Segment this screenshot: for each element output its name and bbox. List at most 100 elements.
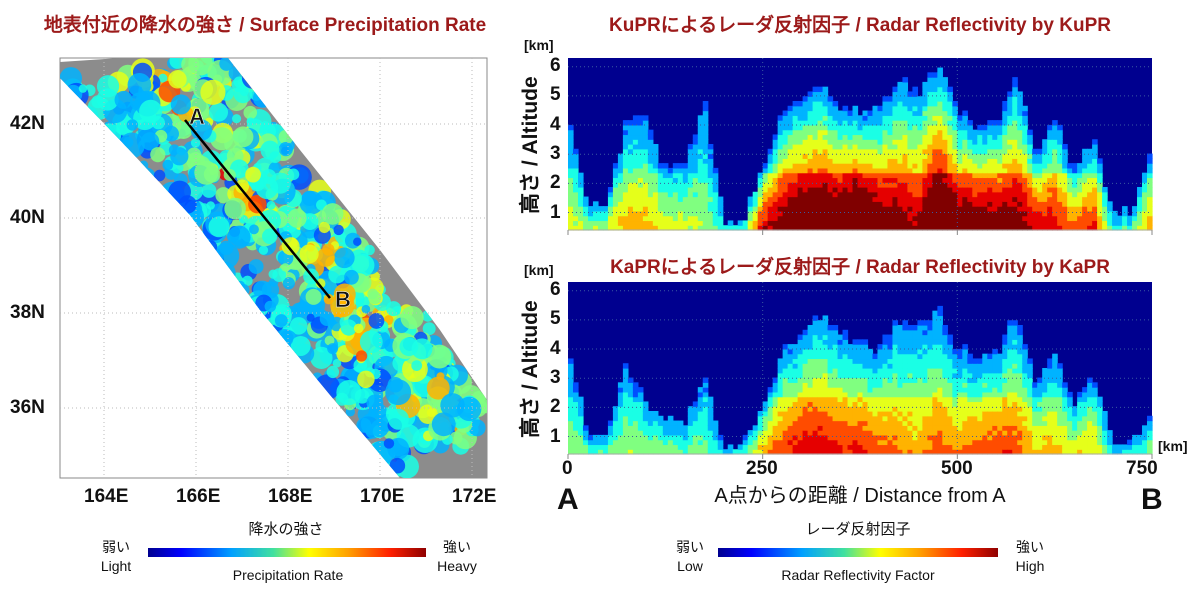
heatmap-cell	[847, 206, 854, 212]
heatmap-cell	[887, 348, 894, 355]
heatmap-cell	[697, 420, 704, 426]
heatmap-cell	[642, 148, 649, 155]
heatmap-cell	[902, 387, 909, 393]
heatmap-cell	[937, 439, 943, 446]
heatmap-cell	[927, 167, 933, 174]
heatmap-cell	[572, 411, 579, 417]
heatmap-cell	[922, 191, 928, 198]
heatmap-cell	[1082, 425, 1088, 431]
heatmap-cell	[1002, 372, 1008, 379]
heatmap-cell	[1007, 144, 1013, 150]
heatmap-cell	[632, 191, 639, 198]
heatmap-cell	[942, 187, 948, 193]
heatmap-cell	[1082, 206, 1088, 212]
heatmap-cell	[812, 101, 819, 107]
heatmap-cell	[822, 120, 829, 126]
heatmap-cell	[847, 129, 854, 136]
heatmap-cell	[1037, 406, 1043, 412]
heatmap-cell	[832, 196, 839, 202]
heatmap-cell	[997, 444, 1003, 450]
heatmap-cell	[632, 163, 639, 169]
heatmap-cell	[842, 334, 849, 340]
heatmap-cell	[777, 148, 784, 155]
heatmap-cell	[847, 201, 854, 207]
heatmap-cell	[817, 158, 824, 164]
heatmap-cell	[882, 339, 889, 345]
heatmap-cell	[952, 358, 958, 364]
heatmap-cell	[867, 420, 874, 426]
heatmap-cell	[987, 158, 993, 164]
heatmap-cell	[787, 139, 794, 145]
heatmap-cell	[942, 377, 948, 383]
heatmap-cell	[992, 387, 998, 393]
heatmap-cell	[1147, 196, 1153, 202]
heatmap-cell	[712, 425, 719, 431]
heatmap-cell	[742, 444, 749, 450]
heatmap-cell	[857, 206, 864, 212]
heatmap-cell	[777, 434, 784, 441]
heatmap-cell	[1092, 401, 1098, 407]
heatmap-cell	[992, 148, 998, 155]
heatmap-cell	[777, 425, 784, 431]
heatmap-cell	[897, 110, 904, 116]
heatmap-cell	[822, 391, 829, 398]
heatmap-cell	[632, 144, 639, 150]
heatmap-cell	[1072, 444, 1078, 450]
heatmap-cell	[1027, 372, 1033, 379]
heatmap-cell	[1087, 401, 1093, 407]
heatmap-cell	[627, 415, 634, 422]
heatmap-cell	[922, 415, 928, 422]
heatmap-cell	[1027, 425, 1033, 431]
heatmap-cell	[957, 353, 963, 360]
heatmap-cell	[1007, 396, 1013, 403]
heatmap-cell	[1017, 96, 1023, 102]
heatmap-cell	[1062, 430, 1068, 436]
heatmap-cell	[812, 377, 819, 383]
heatmap-cell	[947, 101, 953, 107]
heatmap-cell	[652, 172, 659, 179]
heatmap-cell	[962, 172, 968, 179]
heatmap-cell	[757, 187, 764, 193]
heatmap-cell	[677, 191, 684, 198]
heatmap-cell	[792, 167, 799, 174]
heatmap-cell	[912, 158, 919, 164]
heatmap-cell	[1022, 415, 1028, 422]
heatmap-cell	[1072, 430, 1078, 436]
heatmap-cell	[568, 206, 574, 212]
heatmap-cell	[822, 86, 829, 93]
heatmap-cell	[762, 182, 769, 188]
heatmap-cell	[572, 182, 579, 188]
heatmap-cell	[902, 382, 909, 388]
heatmap-cell	[927, 187, 933, 193]
heatmap-cell	[812, 391, 819, 398]
heatmap-cell	[602, 439, 609, 446]
heatmap-cell	[892, 115, 899, 121]
heatmap-cell	[802, 434, 809, 441]
heatmap-cell	[892, 430, 899, 436]
heatmap-cell	[787, 363, 794, 369]
heatmap-cell	[712, 201, 719, 207]
heatmap-cell	[827, 339, 834, 345]
heatmap-cell	[797, 387, 804, 393]
heatmap-cell	[1062, 172, 1068, 179]
heatmap-cell	[942, 110, 948, 116]
heatmap-cell	[922, 172, 928, 179]
heatmap-cell	[622, 206, 629, 212]
heatmap-cell	[957, 210, 963, 217]
heatmap-cell	[787, 368, 794, 374]
heatmap-cell	[957, 430, 963, 436]
heatmap-cell	[922, 101, 928, 107]
heatmap-cell	[842, 348, 849, 355]
heatmap-cell	[877, 201, 884, 207]
heatmap-cell	[962, 206, 968, 212]
heatmap-cell	[792, 139, 799, 145]
heatmap-cell	[947, 115, 953, 121]
heatmap-cell	[702, 163, 709, 169]
heatmap-cell	[942, 115, 948, 121]
heatmap-cell	[577, 210, 584, 217]
heatmap-cell	[942, 96, 948, 102]
heatmap-cell	[922, 167, 928, 174]
heatmap-cell	[977, 387, 983, 393]
heatmap-cell	[992, 167, 998, 174]
heatmap-cell	[1017, 201, 1023, 207]
